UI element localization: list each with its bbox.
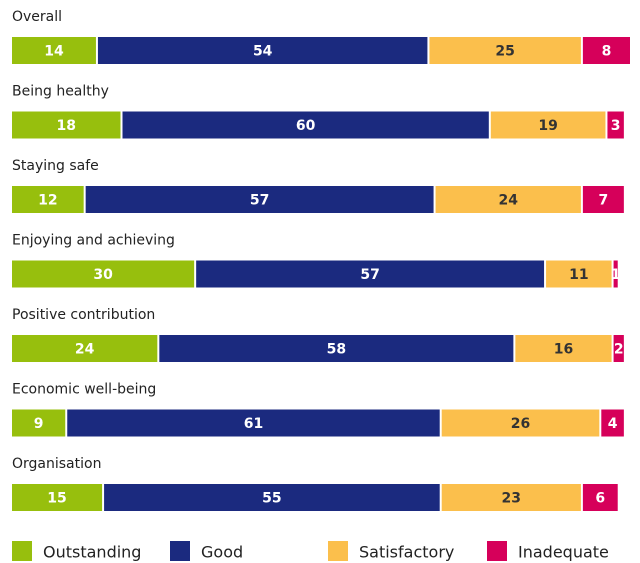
bar-segment	[613, 335, 624, 362]
bar-segment	[601, 409, 624, 437]
bar-segment	[435, 186, 581, 213]
value-label: 6	[595, 491, 605, 507]
bar-segment	[159, 335, 514, 362]
value-label: 14	[44, 44, 64, 60]
value-label: 24	[75, 342, 95, 358]
bar-segment	[613, 260, 618, 288]
category-label: Staying safe	[12, 158, 99, 174]
bar-segment	[97, 37, 428, 64]
value-label: 58	[327, 342, 346, 358]
bar-segment	[12, 186, 84, 213]
bar-segment	[12, 111, 121, 139]
bar-segment	[104, 484, 440, 511]
value-label: 3	[611, 118, 621, 134]
legend-swatch	[170, 541, 190, 561]
bar-segment	[607, 111, 624, 139]
bar-segment	[122, 111, 489, 139]
bar-segment	[515, 335, 612, 362]
value-label: 1	[611, 267, 621, 283]
value-label: 15	[47, 491, 66, 507]
value-label: 9	[34, 416, 44, 432]
value-label: 12	[38, 193, 57, 209]
legend-label: Inadequate	[518, 543, 609, 562]
bar-segment	[196, 260, 545, 288]
value-label: 8	[602, 44, 612, 60]
bar-segment	[12, 409, 66, 437]
value-label: 61	[244, 416, 263, 432]
value-label: 25	[495, 44, 514, 60]
legend-label: Satisfactory	[359, 543, 454, 562]
value-label: 2	[614, 342, 624, 358]
legend-swatch	[328, 541, 348, 561]
value-label: 24	[498, 193, 518, 209]
category-label: Overall	[12, 9, 62, 25]
bar-segment	[12, 484, 103, 511]
value-label: 19	[538, 118, 557, 134]
bar-segment	[12, 37, 96, 64]
bar-segment	[85, 186, 434, 213]
bar-segment	[490, 111, 606, 139]
value-label: 55	[262, 491, 281, 507]
category-label: Enjoying and achieving	[12, 233, 175, 249]
bar-segment	[12, 260, 195, 288]
bar-segment	[582, 37, 630, 64]
value-label: 16	[554, 342, 573, 358]
legend-swatch	[487, 541, 507, 561]
bar-segment	[441, 409, 600, 437]
bar-segment	[12, 335, 158, 362]
value-label: 30	[93, 267, 113, 283]
legend-label: Good	[201, 543, 243, 562]
value-label: 60	[296, 118, 316, 134]
bar-segment	[582, 186, 624, 213]
bar-segment	[582, 484, 618, 511]
legend-swatch	[12, 541, 32, 561]
value-label: 57	[360, 267, 379, 283]
value-label: 11	[569, 267, 588, 283]
category-label: Positive contribution	[12, 307, 155, 323]
legend-label: Outstanding	[43, 543, 141, 562]
bar-segment	[441, 484, 581, 511]
value-label: 18	[57, 118, 76, 134]
category-label: Economic well-being	[12, 382, 156, 398]
category-label: Being healthy	[12, 84, 109, 100]
value-label: 54	[253, 44, 273, 60]
bar-segment	[429, 37, 581, 64]
value-label: 26	[511, 416, 530, 432]
value-label: 7	[599, 193, 609, 209]
bar-segment	[67, 409, 440, 437]
bar-segment	[546, 260, 612, 288]
value-label: 23	[502, 491, 521, 507]
category-label: Organisation	[12, 456, 101, 472]
value-label: 4	[608, 416, 618, 432]
value-label: 57	[250, 193, 269, 209]
